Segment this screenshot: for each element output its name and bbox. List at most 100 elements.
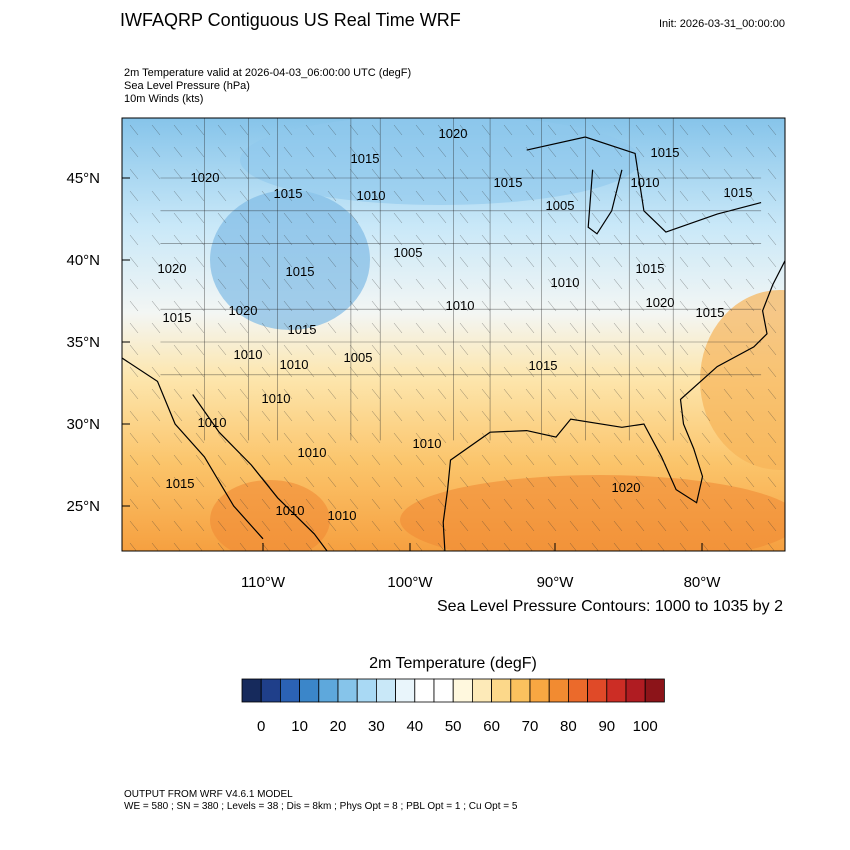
wind-barb — [767, 256, 777, 268]
wind-barb — [371, 278, 381, 290]
wind-barb — [151, 168, 161, 180]
wind-barb — [217, 212, 227, 224]
wind-barb — [173, 498, 183, 510]
colorbar-box — [452, 678, 473, 703]
wind-barb — [569, 476, 579, 488]
wind-barb — [613, 476, 623, 488]
contour-label: 1010 — [262, 391, 291, 406]
wind-barb — [283, 212, 293, 224]
field-label: 2m Temperature valid at 2026-04-03_06:00… — [124, 67, 412, 79]
wind-barb — [459, 168, 469, 180]
wind-barb — [767, 212, 777, 224]
wind-barb — [371, 432, 381, 444]
wind-barb — [525, 322, 535, 334]
contour-note: Sea Level Pressure Contours: 1000 to 103… — [437, 598, 783, 615]
wind-barb — [547, 124, 557, 136]
wind-barb — [547, 366, 557, 378]
wind-barb — [129, 410, 139, 422]
wind-barb — [151, 124, 161, 136]
wind-barb — [437, 476, 447, 488]
wind-barb — [283, 300, 293, 312]
contour-label: 1010 — [631, 175, 660, 190]
colorbar-box — [510, 678, 531, 703]
wind-barb — [481, 212, 491, 224]
wind-barb — [173, 476, 183, 488]
wind-barb — [591, 124, 601, 136]
wind-barb — [525, 256, 535, 268]
contour-label: 1015 — [163, 310, 192, 325]
wind-barb — [679, 234, 689, 246]
wind-barb — [745, 542, 753, 551]
wind-barb — [393, 542, 401, 551]
wind-barb — [767, 454, 777, 466]
coastline — [587, 169, 623, 235]
colorbar-label: 70 — [522, 718, 539, 735]
wind-barb — [547, 454, 557, 466]
wind-barb — [657, 234, 667, 246]
colorbar-box — [356, 678, 377, 703]
colorbar-box — [260, 678, 281, 703]
wind-barb — [195, 476, 205, 488]
wind-barb — [327, 256, 337, 268]
wind-barb — [261, 366, 271, 378]
wind-barb — [569, 124, 579, 136]
wind-barb — [349, 168, 359, 180]
wind-barb — [239, 344, 249, 356]
wind-barb — [723, 190, 733, 202]
wind-barb — [239, 498, 249, 510]
wind-barb — [283, 410, 293, 422]
wind-barb — [261, 344, 271, 356]
contour-label: 1010 — [328, 508, 357, 523]
wind-barb — [657, 454, 667, 466]
wind-barb — [723, 212, 733, 224]
wind-barb — [591, 212, 601, 224]
wind-barb — [261, 190, 271, 202]
wind-barb — [217, 542, 225, 551]
wind-barb — [305, 124, 315, 136]
wind-barb — [261, 168, 271, 180]
wind-barb — [393, 322, 403, 334]
wind-barb — [129, 498, 139, 510]
wind-barb — [679, 256, 689, 268]
wind-barb — [239, 212, 249, 224]
wind-barb — [305, 542, 313, 551]
wind-barb — [349, 256, 359, 268]
wind-barb — [261, 520, 271, 532]
wind-barb — [195, 190, 205, 202]
wind-barb — [503, 366, 513, 378]
wind-barb — [393, 344, 403, 356]
wind-barb — [393, 124, 403, 136]
wind-barb — [459, 256, 469, 268]
wind-barb — [129, 146, 139, 158]
wind-barb — [459, 498, 469, 510]
wind-barb — [635, 322, 645, 334]
wind-barb — [349, 124, 359, 136]
contour-label: 1015 — [351, 151, 380, 166]
wind-barb — [745, 432, 755, 444]
wind-barb — [525, 300, 535, 312]
init-time: Init: 2026-03-31_00:00:00 — [659, 18, 785, 30]
wind-barb — [393, 256, 403, 268]
wind-barb — [371, 476, 381, 488]
wind-barb — [151, 476, 161, 488]
wind-barb — [151, 520, 161, 532]
wind-barb — [239, 520, 249, 532]
colorbar-label: 40 — [406, 718, 423, 735]
wind-barb — [239, 388, 249, 400]
wind-barb — [635, 454, 645, 466]
wind-barb — [481, 476, 491, 488]
lon-label: 110°W — [241, 574, 286, 591]
wind-barb — [239, 146, 249, 158]
wind-barb — [635, 256, 645, 268]
wind-barb — [173, 212, 183, 224]
wind-barb — [723, 498, 733, 510]
wind-barb — [525, 366, 535, 378]
wind-barb — [657, 410, 667, 422]
colorbar-label: 80 — [560, 718, 577, 735]
wind-barb — [613, 168, 623, 180]
wind-barb — [349, 520, 359, 532]
wind-barb — [283, 124, 293, 136]
wind-barb — [459, 454, 469, 466]
wind-barb — [261, 432, 271, 444]
